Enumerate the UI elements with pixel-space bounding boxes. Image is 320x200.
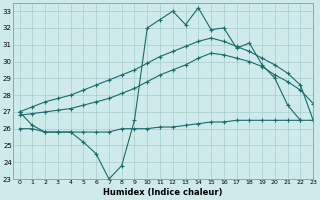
X-axis label: Humidex (Indice chaleur): Humidex (Indice chaleur) [103,188,223,197]
